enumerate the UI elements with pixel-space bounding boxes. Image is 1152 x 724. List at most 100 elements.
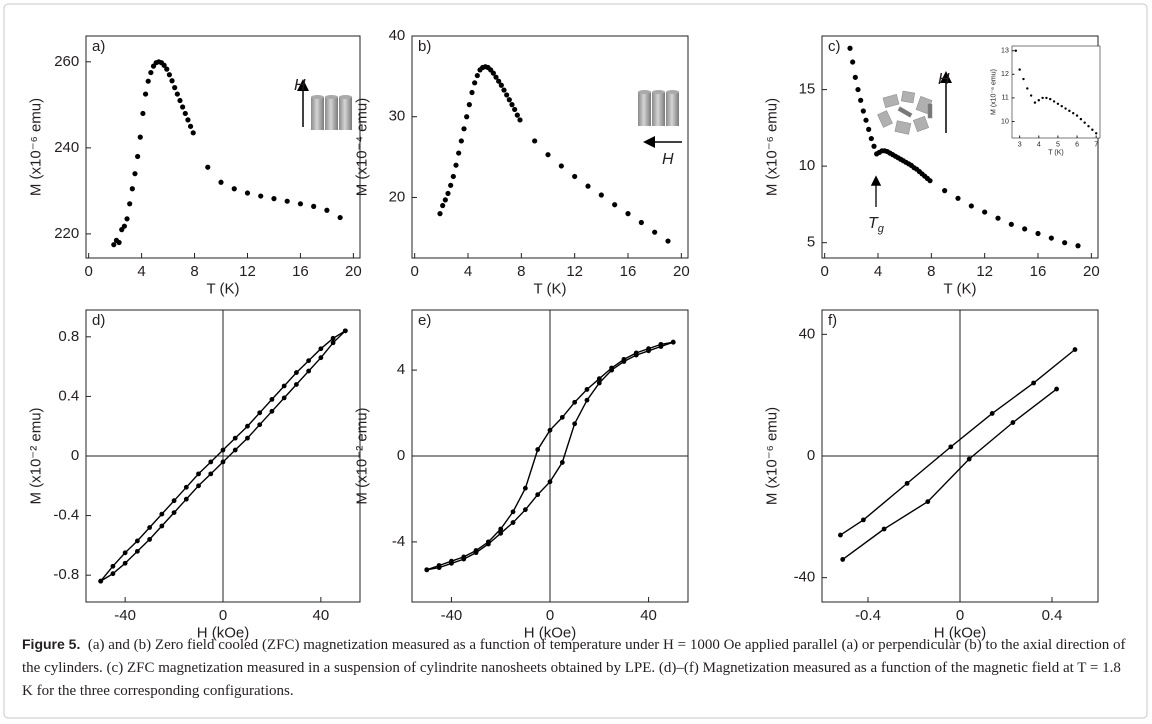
data-point: [522, 507, 528, 513]
y-tick-label: 40: [389, 27, 406, 44]
x-tick-label: 20: [345, 263, 362, 280]
data-point: [159, 523, 165, 529]
data-point: [220, 459, 226, 465]
data-point: [509, 102, 515, 108]
data-point: [208, 459, 214, 465]
data-point: [330, 340, 336, 346]
data-point: [496, 78, 502, 84]
x-tick-label: 40: [313, 607, 330, 624]
data-point: [1010, 420, 1016, 425]
data-point: [147, 525, 153, 530]
data-point: [436, 565, 442, 571]
data-point: [147, 537, 153, 542]
y-tick-label: -0.4: [53, 507, 79, 524]
y-tick-label: 40: [799, 325, 816, 342]
data-point: [1045, 96, 1048, 100]
data-point: [1054, 386, 1059, 392]
data-point: [244, 190, 251, 196]
y-tick-label: 260: [54, 53, 79, 70]
nanosheets-c: [870, 71, 952, 207]
data-point: [850, 59, 856, 65]
data-point: [318, 355, 324, 361]
x-tick-label: 6: [1075, 141, 1079, 148]
data-point: [1056, 102, 1060, 105]
data-point: [596, 380, 602, 386]
data-point: [440, 202, 446, 209]
x-axis-label: H (kOe): [524, 624, 577, 641]
y-tick-label: 0.4: [58, 387, 79, 404]
x-tick-label: 5: [1056, 141, 1060, 148]
data-point: [652, 229, 658, 235]
data-point: [1083, 121, 1086, 124]
data-point: [904, 480, 910, 486]
y-axis-label: M (x10⁻² emu): [353, 407, 370, 504]
x-tick-label: 0: [820, 263, 828, 280]
data-point: [1037, 99, 1040, 102]
data-point: [171, 498, 177, 504]
data-point: [866, 126, 872, 132]
data-point: [1026, 87, 1029, 90]
data-point: [134, 548, 140, 554]
data-point: [572, 421, 578, 427]
data-point: [863, 117, 869, 123]
x-tick-label: 16: [620, 263, 637, 280]
annotation: H: [938, 71, 950, 88]
data-point: [311, 203, 317, 209]
annotation: Tg: [868, 215, 885, 235]
x-tick-label: 0: [410, 263, 418, 280]
y-axis-label: M (x10⁻⁴ emu): [353, 98, 370, 197]
x-tick-label: 12: [239, 263, 256, 280]
data-point: [464, 114, 470, 120]
data-point: [860, 108, 866, 114]
data-point: [442, 197, 448, 203]
x-tick-label: 4: [464, 263, 472, 280]
data-point: [1075, 243, 1081, 249]
data-point: [461, 126, 467, 132]
data-point: [318, 346, 324, 352]
data-point: [245, 435, 250, 441]
x-tick-label: -40: [441, 607, 463, 624]
caption-text: (a) and (b) Zero field cooled (ZFC) magn…: [22, 637, 1126, 699]
x-tick-label: 0: [219, 607, 227, 624]
data-point: [437, 211, 443, 217]
y-axis-label: M (x10⁻⁶ emu): [991, 69, 998, 115]
data-point: [510, 520, 516, 525]
data-point: [514, 112, 520, 118]
x-axis-label: T (K): [206, 280, 239, 297]
panel-label: f): [828, 312, 837, 329]
data-point: [501, 87, 507, 93]
data-point: [177, 97, 183, 104]
data-point: [1072, 347, 1078, 352]
data-point: [572, 173, 578, 180]
data-point: [449, 560, 454, 566]
data-point: [968, 203, 974, 209]
y-tick-label: 11: [1002, 95, 1009, 102]
data-point: [453, 162, 459, 168]
data-point: [596, 376, 602, 382]
data-point: [1062, 240, 1068, 246]
data-point: [472, 80, 478, 86]
data-point: [232, 435, 238, 441]
data-point: [257, 410, 263, 416]
data-point: [169, 78, 175, 84]
data-point: [1075, 114, 1079, 117]
data-point: [258, 193, 264, 199]
panel-label: e): [418, 312, 431, 329]
data-point: [646, 348, 651, 354]
plot-frame: [821, 35, 1099, 259]
data-point: [337, 214, 343, 221]
data-point: [1035, 230, 1041, 237]
annotation-text: H: [662, 151, 674, 168]
data-point: [559, 460, 565, 465]
x-axis-label: H (kOe): [197, 624, 250, 641]
annotation-text: H: [938, 71, 950, 88]
data-point: [955, 195, 961, 201]
data-point: [122, 550, 128, 556]
data-point: [498, 82, 504, 88]
panel-label: d): [92, 312, 105, 329]
data-point: [1068, 109, 1071, 113]
data-point: [122, 560, 128, 566]
data-point: [512, 106, 518, 113]
plot-frame: [411, 35, 689, 259]
